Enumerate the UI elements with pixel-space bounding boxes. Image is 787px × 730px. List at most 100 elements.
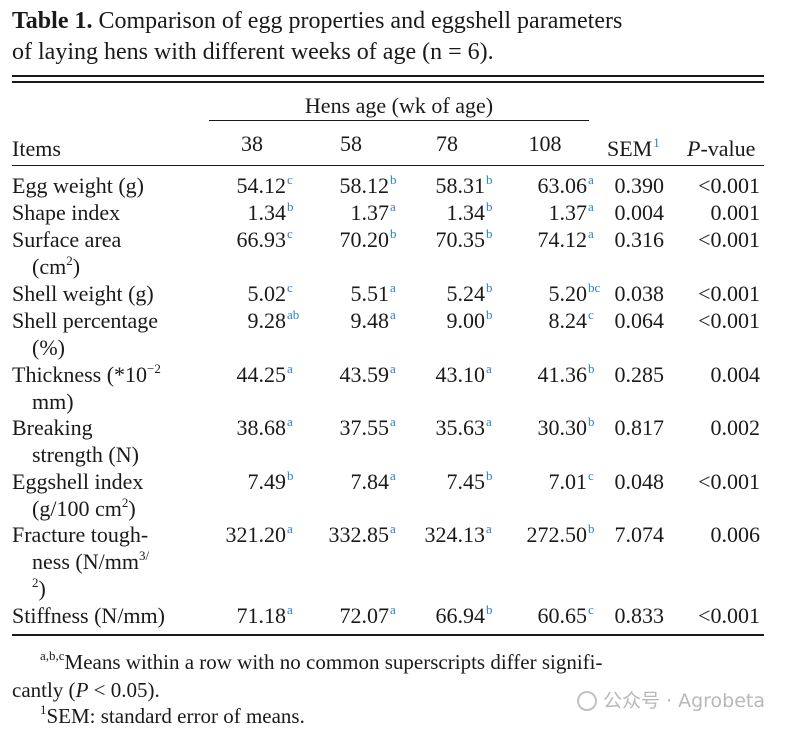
- cell-value: 9.00: [446, 308, 486, 333]
- row-label-text: Shape index: [12, 200, 121, 225]
- cell-value: 37.55: [339, 415, 390, 440]
- pvalue-rest: -value: [700, 136, 756, 161]
- pvalue-cell: <0.001: [698, 227, 760, 252]
- table-cell: 5.24b: [446, 280, 493, 306]
- cell-value: 35.63: [435, 415, 486, 440]
- cell-value: 7.01: [548, 469, 588, 494]
- table-cell: 44.25a: [236, 361, 293, 387]
- table-cell: 72.07a: [339, 602, 396, 628]
- table-cell: 1.34b: [247, 199, 294, 225]
- row-label-close: ): [72, 254, 81, 279]
- age-108-header: 108: [528, 131, 562, 156]
- sem-cell: 0.285: [614, 362, 665, 387]
- pvalue-cell: 0.006: [710, 522, 761, 547]
- pvalue-cell: <0.001: [698, 281, 760, 306]
- caption-line1: Comparison of egg properties and eggshel…: [98, 8, 623, 34]
- cell-value: 7.45: [446, 469, 486, 494]
- cell-value: 5.24: [446, 281, 486, 306]
- cell-value: 71.18: [236, 603, 287, 628]
- cell-value: 7.84: [350, 469, 390, 494]
- sem-cell: 0.316: [614, 227, 665, 252]
- row-label-sup: 2: [66, 253, 73, 268]
- row-label-text: Shell weight (g): [12, 281, 154, 306]
- table-cell: 41.36b: [537, 361, 595, 387]
- row-label-text: Thickness (*10: [12, 362, 148, 387]
- row-label: Shape index: [12, 199, 120, 226]
- table-cell: 37.55a: [339, 414, 396, 440]
- table-cell: 30.30b: [537, 414, 595, 440]
- table-cell: 1.34b: [446, 199, 493, 225]
- row-label: Fracture tough-ness (N/mm3/2): [12, 521, 149, 602]
- footnote-1-line2-pre: cantly (: [12, 678, 76, 702]
- table-cell: 9.00b: [446, 307, 493, 333]
- cell-value: 66.93: [236, 227, 287, 252]
- table-cell: 63.06a: [537, 172, 594, 198]
- row-label-text: Shell percentage: [12, 308, 158, 333]
- cell-value: 43.10: [435, 362, 486, 387]
- table-cell: 9.28ab: [247, 307, 300, 333]
- pvalue-cell: 0.002: [710, 415, 761, 440]
- row-label-sup2: 2: [32, 575, 39, 590]
- table-cell: 7.45b: [446, 468, 493, 494]
- row-label-sup: 3/: [138, 548, 150, 563]
- top-rule-2: [12, 81, 764, 83]
- table-cell: 74.12a: [537, 226, 594, 252]
- sem-cell: 0.817: [614, 415, 665, 440]
- footnote-2-text: SEM: standard error of means.: [46, 704, 305, 728]
- cell-value: 58.12: [339, 173, 390, 198]
- table-cell: 5.51a: [350, 280, 396, 306]
- cell-value: 321.20: [225, 522, 287, 547]
- cell-value: 8.24: [548, 308, 588, 333]
- cell-value: 5.20: [548, 281, 588, 306]
- footnote-1-sup: a,b,c: [40, 648, 65, 663]
- cell-value: 7.49: [247, 469, 287, 494]
- cell-value: 9.28: [247, 308, 287, 333]
- table-cell: 58.31b: [435, 172, 493, 198]
- sem-header-sup: 1: [653, 135, 660, 150]
- age-38-header: 38: [241, 131, 263, 156]
- table-cell: 272.50b: [526, 521, 595, 547]
- row-label-cont: strength (N): [32, 442, 139, 467]
- cell-value: 5.51: [350, 281, 390, 306]
- table-cell: 324.13a: [424, 521, 492, 547]
- pvalue-cell: <0.001: [698, 469, 760, 494]
- cell-value: 332.85: [328, 522, 390, 547]
- row-label: Egg weight (g): [12, 172, 144, 199]
- cell-value: 272.50: [526, 522, 588, 547]
- row-label-close: ): [128, 496, 136, 521]
- row-label-text: Surface area: [12, 227, 122, 252]
- row-label-sup: −2: [147, 361, 161, 376]
- pvalue-cell: <0.001: [698, 173, 760, 198]
- group-rule: [209, 120, 589, 121]
- pvalue-italic: P: [687, 136, 701, 161]
- sem-cell: 0.004: [614, 200, 665, 225]
- table-cell: 54.12c: [236, 172, 293, 198]
- cell-value: 324.13: [424, 522, 486, 547]
- row-label-cont: ness (N/mm: [32, 549, 139, 574]
- table-cell: 7.01c: [548, 468, 594, 494]
- row-label: Thickness (*10−2 mm): [12, 361, 161, 415]
- cell-value: 41.36: [537, 362, 588, 387]
- sem-cell: 0.064: [614, 308, 665, 333]
- caption-label: Table 1.: [12, 8, 93, 34]
- row-label-text: Egg weight (g): [12, 173, 144, 198]
- cell-value: 54.12: [236, 173, 287, 198]
- row-label-text: Fracture tough-: [12, 522, 149, 547]
- table-cell: 9.48a: [350, 307, 396, 333]
- cell-value: 1.37: [350, 200, 390, 225]
- pvalue-cell: 0.004: [710, 362, 761, 387]
- table-cell: 332.85a: [328, 521, 396, 547]
- row-label-close: ): [38, 576, 46, 601]
- table-cell: 66.93c: [236, 226, 293, 252]
- age-78-header: 78: [436, 131, 458, 156]
- sem-cell: 0.833: [614, 603, 665, 628]
- table-cell: 70.20b: [339, 226, 397, 252]
- row-label: Eggshell index (g/100 cm2): [12, 468, 143, 522]
- pvalue-cell: 0.001: [710, 200, 761, 225]
- table-cell: 321.20a: [225, 521, 293, 547]
- pvalue-cell: <0.001: [698, 603, 760, 628]
- pvalue-cell: <0.001: [698, 308, 760, 333]
- row-label-cont: (g/100 cm: [32, 496, 122, 521]
- sem-cell: 7.074: [614, 522, 665, 547]
- row-label-cont: (cm: [32, 254, 67, 279]
